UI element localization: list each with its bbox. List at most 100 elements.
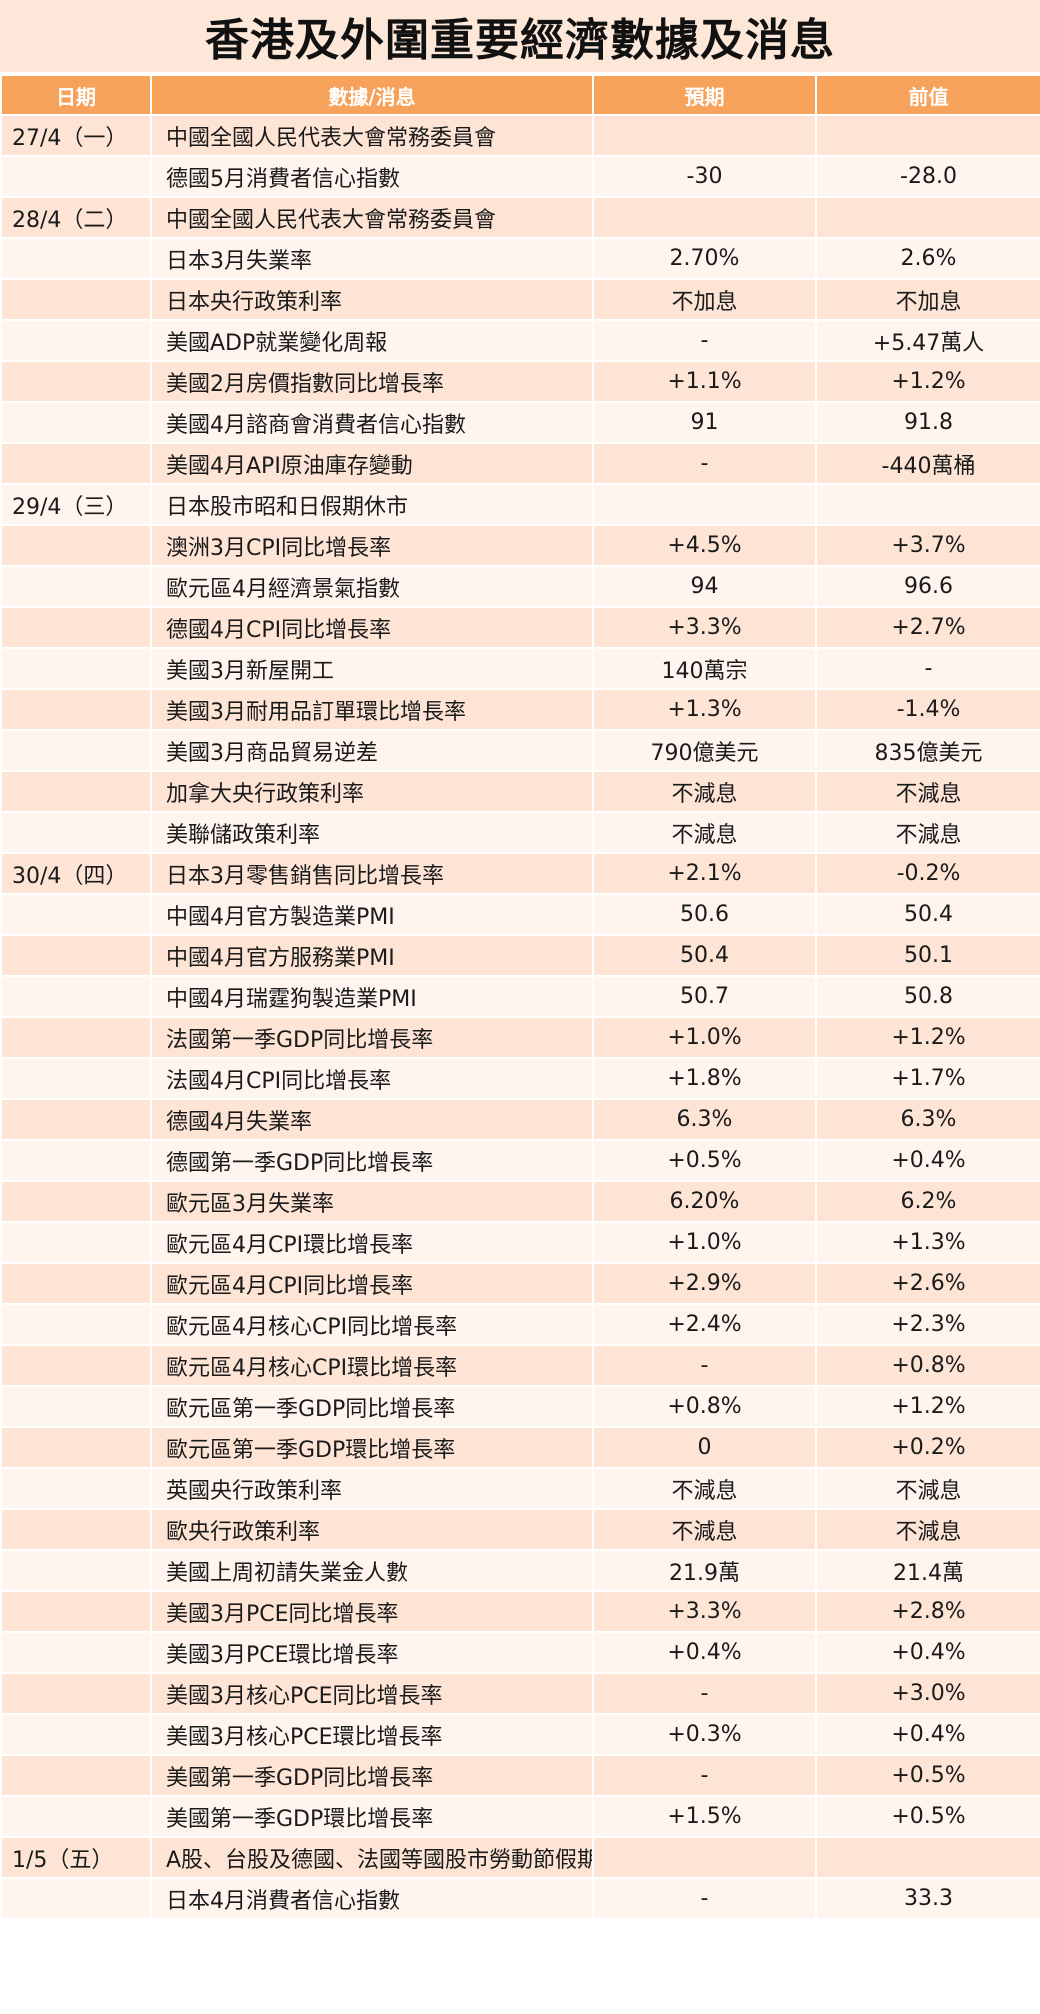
forecast-cell: - [592,1877,817,1920]
table-row: 歐元區3月失業率 6.20% 6.2% [0,1180,1040,1223]
forecast-cell [592,196,817,239]
previous-cell: +1.7% [815,1057,1040,1100]
forecast-cell: 6.3% [592,1098,817,1141]
forecast-cell: 50.7 [592,975,817,1018]
forecast-cell: 2.70% [592,237,817,280]
previous-cell: +3.7% [815,524,1040,567]
table-row: 法國4月CPI同比增長率 +1.8% +1.7% [0,1057,1040,1100]
previous-cell: +0.2% [815,1426,1040,1469]
date-cell [0,1057,152,1100]
previous-cell: 96.6 [815,565,1040,608]
date-cell [0,729,152,772]
date-cell [0,934,152,977]
table-row: 28/4（二） 中國全國人民代表大會常務委員會 [0,196,1040,239]
previous-cell: 50.1 [815,934,1040,977]
header-forecast: 預期 [592,74,817,116]
item-cell: 美國3月耐用品訂單環比增長率 [150,688,594,731]
forecast-cell: 790億美元 [592,729,817,772]
item-cell: 英國央行政策利率 [150,1467,594,1510]
item-cell: 德國第一季GDP同比增長率 [150,1139,594,1182]
data-table: 日期 數據/消息 預期 前值 27/4（一） 中國全國人民代表大會常務委員會 德國5… [0,74,1040,1920]
forecast-cell: +1.0% [592,1016,817,1059]
previous-cell: 33.3 [815,1877,1040,1920]
forecast-cell: +0.4% [592,1631,817,1674]
table-header-row: 日期 數據/消息 預期 前值 [0,74,1040,116]
forecast-cell [592,483,817,526]
forecast-cell: +1.5% [592,1795,817,1838]
table-row: 美聯儲政策利率 不減息 不減息 [0,811,1040,854]
forecast-cell: 6.20% [592,1180,817,1223]
forecast-cell: 21.9萬 [592,1549,817,1592]
item-cell: 日本4月消費者信心指數 [150,1877,594,1920]
date-cell: 1/5（五） [0,1836,152,1879]
item-cell: 中國4月官方製造業PMI [150,893,594,936]
table-row: 27/4（一） 中國全國人民代表大會常務委員會 [0,114,1040,157]
previous-cell: +1.2% [815,360,1040,403]
table-row: 美國3月核心PCE環比增長率 +0.3% +0.4% [0,1713,1040,1756]
item-cell: 美國4月諮商會消費者信心指數 [150,401,594,444]
date-cell [0,565,152,608]
table-row: 日本央行政策利率 不加息 不加息 [0,278,1040,321]
forecast-cell: 140萬宗 [592,647,817,690]
table-row: 美國上周初請失業金人數 21.9萬 21.4萬 [0,1549,1040,1592]
header-item: 數據/消息 [150,74,594,116]
forecast-cell: -30 [592,155,817,198]
date-cell [0,606,152,649]
item-cell: 歐元區3月失業率 [150,1180,594,1223]
item-cell: 美聯儲政策利率 [150,811,594,854]
table-row: 歐元區第一季GDP同比增長率 +0.8% +1.2% [0,1385,1040,1428]
item-cell: 美國3月核心PCE同比增長率 [150,1672,594,1715]
date-cell: 27/4（一） [0,114,152,157]
header-date: 日期 [0,74,152,116]
previous-cell: 不減息 [815,770,1040,813]
forecast-cell: +2.9% [592,1262,817,1305]
date-cell [0,1221,152,1264]
forecast-cell: - [592,319,817,362]
previous-cell: 50.4 [815,893,1040,936]
date-cell [0,1303,152,1346]
item-cell: 日本股市昭和日假期休市 [150,483,594,526]
item-cell: 日本3月失業率 [150,237,594,280]
previous-cell: 不減息 [815,811,1040,854]
item-cell: 歐元區第一季GDP同比增長率 [150,1385,594,1428]
date-cell [0,1139,152,1182]
previous-cell: +3.0% [815,1672,1040,1715]
item-cell: 中國4月瑞霆狗製造業PMI [150,975,594,1018]
forecast-cell: +3.3% [592,1590,817,1633]
date-cell [0,1098,152,1141]
table-row: 德國第一季GDP同比增長率 +0.5% +0.4% [0,1139,1040,1182]
table-row: 法國第一季GDP同比增長率 +1.0% +1.2% [0,1016,1040,1059]
table-row: 美國3月PCE同比增長率 +3.3% +2.8% [0,1590,1040,1633]
table-row: 中國4月官方服務業PMI 50.4 50.1 [0,934,1040,977]
item-cell: 美國3月PCE同比增長率 [150,1590,594,1633]
date-cell [0,1016,152,1059]
table-row: 日本3月失業率 2.70% 2.6% [0,237,1040,280]
date-cell [0,975,152,1018]
item-cell: A股、台股及德國、法國等國股市勞動節假期休市 [150,1836,594,1879]
item-cell: 美國3月商品貿易逆差 [150,729,594,772]
date-cell [0,1590,152,1633]
table-row: 30/4（四） 日本3月零售銷售同比增長率 +2.1% -0.2% [0,852,1040,895]
forecast-cell: - [592,442,817,485]
date-cell [0,811,152,854]
table-row: 歐元區4月CPI同比增長率 +2.9% +2.6% [0,1262,1040,1305]
forecast-cell: +1.1% [592,360,817,403]
previous-cell: 6.3% [815,1098,1040,1141]
previous-cell: 6.2% [815,1180,1040,1223]
date-cell [0,1672,152,1715]
forecast-cell: +0.8% [592,1385,817,1428]
table-row: 美國3月耐用品訂單環比增長率 +1.3% -1.4% [0,688,1040,731]
previous-cell: - [815,647,1040,690]
table-row: 歐元區4月經濟景氣指數 94 96.6 [0,565,1040,608]
table-row: 澳洲3月CPI同比增長率 +4.5% +3.7% [0,524,1040,567]
forecast-cell: 不減息 [592,1467,817,1510]
forecast-cell [592,114,817,157]
item-cell: 中國全國人民代表大會常務委員會 [150,196,594,239]
date-cell [0,524,152,567]
item-cell: 歐央行政策利率 [150,1508,594,1551]
item-cell: 日本3月零售銷售同比增長率 [150,852,594,895]
table-row: 歐元區4月核心CPI環比增長率 - +0.8% [0,1344,1040,1387]
item-cell: 日本央行政策利率 [150,278,594,321]
forecast-cell: +4.5% [592,524,817,567]
item-cell: 歐元區4月CPI同比增長率 [150,1262,594,1305]
